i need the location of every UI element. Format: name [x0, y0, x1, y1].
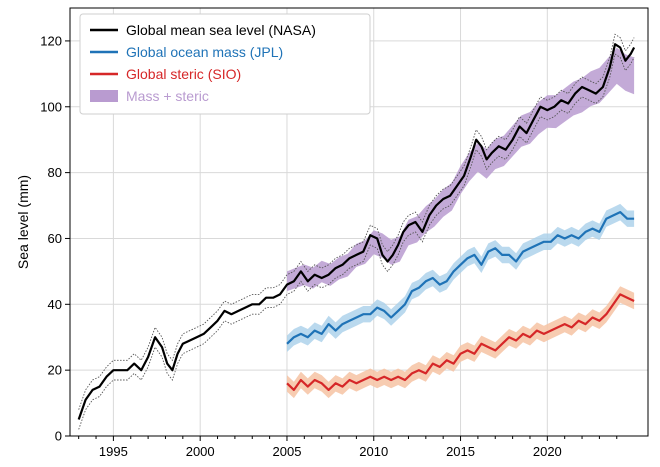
legend-label: Global steric (SIO) — [126, 66, 241, 82]
x-tick-label: 1995 — [99, 444, 128, 459]
legend-box — [79, 13, 371, 115]
x-tick-label: 2005 — [273, 444, 302, 459]
y-tick-label: 20 — [48, 363, 62, 378]
plot-frame — [69, 7, 649, 437]
y-tick-label: 80 — [48, 165, 62, 180]
series-lines — [77, 43, 636, 420]
legend-items: Global mean sea level (NASA) Global ocean… — [90, 22, 316, 104]
x-tick-label: 2010 — [359, 444, 388, 459]
y-tick-label: 40 — [48, 297, 62, 312]
axis-ticks: 1995 2000 2005 2010 2015 2020 0 20 40 60 80 100 120 — [40, 33, 618, 459]
y-axis-label: Sea level (mm) — [15, 175, 31, 269]
gmsl-upper-envelope — [78, 33, 635, 410]
y-tick-label: 0 — [55, 429, 62, 444]
legend-label: Global mean sea level (NASA) — [126, 22, 316, 38]
mass-plus-steric-band — [287, 47, 635, 292]
y-tick-label: 100 — [40, 99, 62, 114]
x-tick-label: 2015 — [446, 444, 475, 459]
legend-label: Mass + steric — [126, 88, 209, 104]
x-tick-label: 2000 — [186, 444, 215, 459]
legend-swatch — [90, 90, 118, 102]
y-tick-label: 120 — [40, 33, 62, 48]
steric-band — [287, 286, 635, 399]
steric-line — [286, 293, 635, 391]
y-tick-label: 60 — [48, 231, 62, 246]
plot-border — [69, 7, 649, 437]
legend-label: Global ocean mass (JPL) — [126, 44, 283, 60]
gmsl-lower-envelope — [78, 53, 635, 430]
x-tick-label: 2020 — [533, 444, 562, 459]
legend: Global mean sea level (NASA) Global ocean… — [79, 13, 371, 115]
ocean-mass-line — [286, 211, 635, 345]
gmsl-line — [77, 43, 636, 420]
